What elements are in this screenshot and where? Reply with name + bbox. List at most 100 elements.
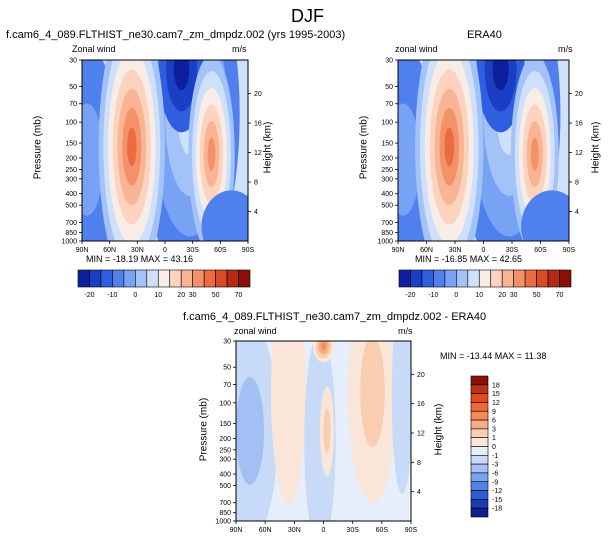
latitude-tick-label: 30S [346, 527, 359, 534]
colorbar-swatch [536, 269, 549, 288]
page-title: DJF [291, 6, 324, 26]
pressure-tick-label: 700 [219, 500, 231, 507]
colorbar-label: 70 [235, 292, 243, 299]
heatmap-difference-contour [320, 342, 327, 351]
height-tick-label: 12 [254, 150, 262, 157]
colorbar-label: 20 [498, 292, 506, 299]
pressure-tick-label: 100 [65, 120, 77, 127]
pressure-tick-label: 50 [385, 84, 393, 91]
pressure-tick-label: 150 [381, 141, 393, 148]
colorbar-label: -6 [492, 470, 498, 477]
pressure-tick-label: 500 [65, 203, 77, 210]
pressure-tick-label: 700 [65, 220, 77, 227]
colorbar-swatch [470, 455, 489, 465]
axes-2: 30 50 70 100 150 200 250 300 400 500 700 850 1000 20 1… [377, 58, 582, 255]
pressure-tick-label: 150 [65, 141, 77, 148]
colorbar-label: 30 [189, 292, 197, 299]
heatmap-model-contour [201, 190, 248, 241]
latitude-tick-label: 60S [534, 247, 547, 254]
pressure-tick-label: 50 [223, 365, 231, 372]
pressure-tick-label: 250 [381, 167, 393, 174]
colorbar-swatch [470, 402, 489, 412]
panel-title-2: ERA40 [467, 29, 502, 41]
panel-right-label-2: m/s [558, 44, 573, 54]
colorbar-swatch [146, 269, 159, 288]
colorbar-top-right: -20 -10 0 10 20 30 50 70 [398, 269, 572, 299]
height-tick-label: 20 [417, 372, 425, 379]
colorbar-swatch [513, 269, 526, 288]
colorbar-swatch [470, 410, 489, 421]
latitude-tick-label: 30N [288, 527, 301, 534]
height-tick-label: 12 [417, 431, 425, 438]
pressure-tick-label: 1000 [377, 239, 393, 246]
pressure-tick-label: 200 [219, 436, 231, 443]
latitude-tick-label: 90S [242, 247, 255, 254]
colorbar-swatch [470, 419, 489, 430]
latitude-tick-label: 60N [259, 527, 272, 534]
colorbar-label: 1 [492, 435, 496, 442]
heatmap-difference-contour [360, 341, 385, 448]
latitude-tick-label: 30S [506, 247, 519, 254]
heatmap-era40-contour [530, 137, 539, 171]
colorbar-swatch [559, 269, 572, 288]
heatmap-era40-contour [492, 60, 509, 91]
latitude-tick-label: 60S [214, 247, 227, 254]
colorbar-swatch [524, 269, 537, 288]
pressure-tick-label: 850 [381, 230, 393, 237]
colorbar-label: -10 [107, 292, 117, 299]
panel-title-1: f.cam6_4_089.FLTHIST_ne30.cam7_zm_dmpdz.… [6, 29, 346, 41]
heatmap-model-contour [207, 137, 216, 171]
colorbar-swatch [470, 499, 489, 509]
colorbar-swatch [433, 269, 446, 288]
pressure-tick-label: 400 [381, 191, 393, 198]
heatmap-difference-contour [391, 341, 411, 494]
axes-3: 30 50 70 100 150 200 250 300 400 500 700 850 1000 20 1… [215, 339, 424, 535]
colorbar-swatch [470, 393, 489, 403]
colorbar-label: 18 [492, 382, 500, 389]
heatmap-difference-contour [271, 341, 306, 503]
colorbar-swatch [421, 269, 434, 288]
colorbar-label: 50 [533, 292, 541, 299]
colorbar-swatch [470, 507, 489, 518]
colorbar-swatch [238, 269, 251, 288]
heatmap-model [82, 60, 248, 241]
heatmap-era40-contour [521, 190, 569, 241]
heatmap-model-contour [127, 127, 137, 167]
pressure-tick-label: 400 [219, 471, 231, 478]
panel-left-label-3: zonal wind [234, 326, 277, 336]
panel-title-3: f.cam6_4_089.FLTHIST_ne30.cam7_zm_dmpdz.… [183, 311, 487, 323]
pressure-tick-label: 30 [385, 58, 393, 65]
colorbar-label: -3 [492, 462, 498, 469]
pressure-tick-label: 250 [219, 447, 231, 454]
heatmap-era40-contour [444, 127, 455, 167]
colorbar-label: -1 [492, 453, 498, 460]
colorbar-label: 0 [133, 292, 137, 299]
colorbar-swatch [89, 269, 102, 288]
colorbar-swatch [470, 472, 489, 483]
colorbar-swatch [470, 375, 489, 386]
height-tick-label: 16 [417, 401, 425, 408]
pressure-tick-label: 500 [381, 203, 393, 210]
pressure-tick-label: 1000 [215, 519, 231, 526]
height-tick-label: 12 [575, 150, 583, 157]
pressure-tick-label: 300 [65, 176, 77, 183]
height-tick-label: 16 [575, 121, 583, 128]
latitude-tick-label: 90N [76, 247, 89, 254]
colorbar-swatch [470, 490, 489, 500]
heatmap-era40 [398, 60, 569, 241]
pressure-tick-label: 700 [381, 220, 393, 227]
colorbar-swatch [77, 269, 90, 288]
colorbar-label: 6 [492, 418, 496, 425]
colorbar-label: -12 [492, 488, 502, 495]
panel-stats-1: MIN = -18.19 MAX = 43.16 [86, 254, 194, 264]
height-tick-label: 8 [254, 180, 258, 187]
colorbar-swatch [470, 384, 489, 394]
pressure-tick-label: 150 [219, 421, 231, 428]
pressure-tick-label: 30 [69, 58, 77, 65]
colorbar-label: 30 [510, 292, 518, 299]
colorbar-swatch [547, 269, 560, 288]
latitude-tick-label: 60N [103, 247, 116, 254]
panel-stats-3: MIN = -13.44 MAX = 11.38 [440, 351, 547, 361]
panel-left-label-2: zonal wind [395, 44, 438, 54]
latitude-tick-label: 90N [230, 527, 243, 534]
